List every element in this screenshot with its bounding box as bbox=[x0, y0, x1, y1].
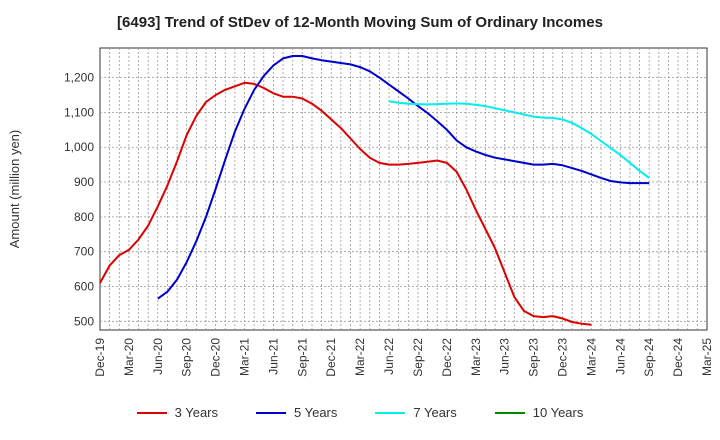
chart-title: [6493] Trend of StDev of 12-Month Moving… bbox=[117, 14, 603, 31]
legend-label: 3 Years bbox=[174, 405, 218, 420]
x-tick-label: Sep-20 bbox=[180, 338, 194, 377]
x-tick-label: Jun-22 bbox=[382, 338, 396, 375]
legend-item: 3 Years bbox=[136, 405, 218, 420]
x-tick-label: Dec-20 bbox=[209, 338, 223, 377]
x-tick-label: Dec-21 bbox=[324, 338, 338, 377]
legend-item: 5 Years bbox=[256, 405, 337, 420]
x-tick-label: Dec-24 bbox=[671, 338, 685, 377]
y-axis-label: Amount (million yen) bbox=[7, 130, 22, 249]
x-tick-label: Dec-23 bbox=[555, 338, 569, 377]
y-tick-label: 700 bbox=[74, 245, 94, 259]
x-tick-label: Sep-22 bbox=[411, 338, 425, 377]
y-tick-label: 800 bbox=[74, 210, 94, 224]
y-tick-label: 500 bbox=[74, 314, 94, 328]
series-line-5-years bbox=[157, 55, 650, 300]
legend-item: 7 Years bbox=[375, 405, 457, 420]
y-tick-label: 1,200 bbox=[64, 71, 94, 85]
x-tick-label: Jun-24 bbox=[613, 338, 627, 375]
legend-swatch bbox=[256, 411, 286, 414]
plot-area bbox=[99, 47, 708, 331]
x-tick-label: Mar-24 bbox=[584, 338, 598, 376]
y-tick-label: 900 bbox=[74, 175, 94, 189]
legend-label: 10 Years bbox=[532, 405, 584, 420]
x-tick-label: Dec-19 bbox=[93, 338, 107, 377]
legend-swatch bbox=[494, 411, 525, 414]
legend-label: 7 Years bbox=[413, 405, 457, 420]
x-tick-label: Jun-21 bbox=[266, 338, 280, 375]
x-tick-label: Jun-20 bbox=[151, 338, 165, 375]
legend-item: 10 Years bbox=[494, 405, 584, 420]
chart-legend: 3 Years 5 Years 7 Years 10 Years bbox=[0, 405, 720, 420]
x-tick-label: Mar-23 bbox=[469, 338, 483, 376]
x-tick-label: Jun-23 bbox=[498, 338, 512, 375]
x-tick-label: Sep-24 bbox=[642, 338, 656, 377]
x-tick-label: Mar-21 bbox=[238, 338, 252, 376]
y-tick-label: 1,100 bbox=[64, 105, 94, 119]
x-tick-label: Dec-22 bbox=[440, 338, 454, 377]
x-tick-label: Mar-20 bbox=[122, 338, 136, 376]
x-tick-label: Sep-21 bbox=[295, 338, 309, 377]
series-line-7-years bbox=[388, 100, 650, 179]
legend-label: 5 Years bbox=[294, 405, 338, 420]
y-tick-label: 600 bbox=[74, 279, 94, 293]
legend-swatch bbox=[375, 411, 406, 414]
x-tick-label: Sep-23 bbox=[527, 338, 541, 377]
x-tick-label: Mar-25 bbox=[700, 338, 714, 376]
x-tick-label: Mar-22 bbox=[353, 338, 367, 376]
legend-swatch bbox=[136, 411, 167, 414]
y-tick-label: 1,000 bbox=[64, 140, 94, 154]
series-line-3-years bbox=[99, 81, 592, 326]
